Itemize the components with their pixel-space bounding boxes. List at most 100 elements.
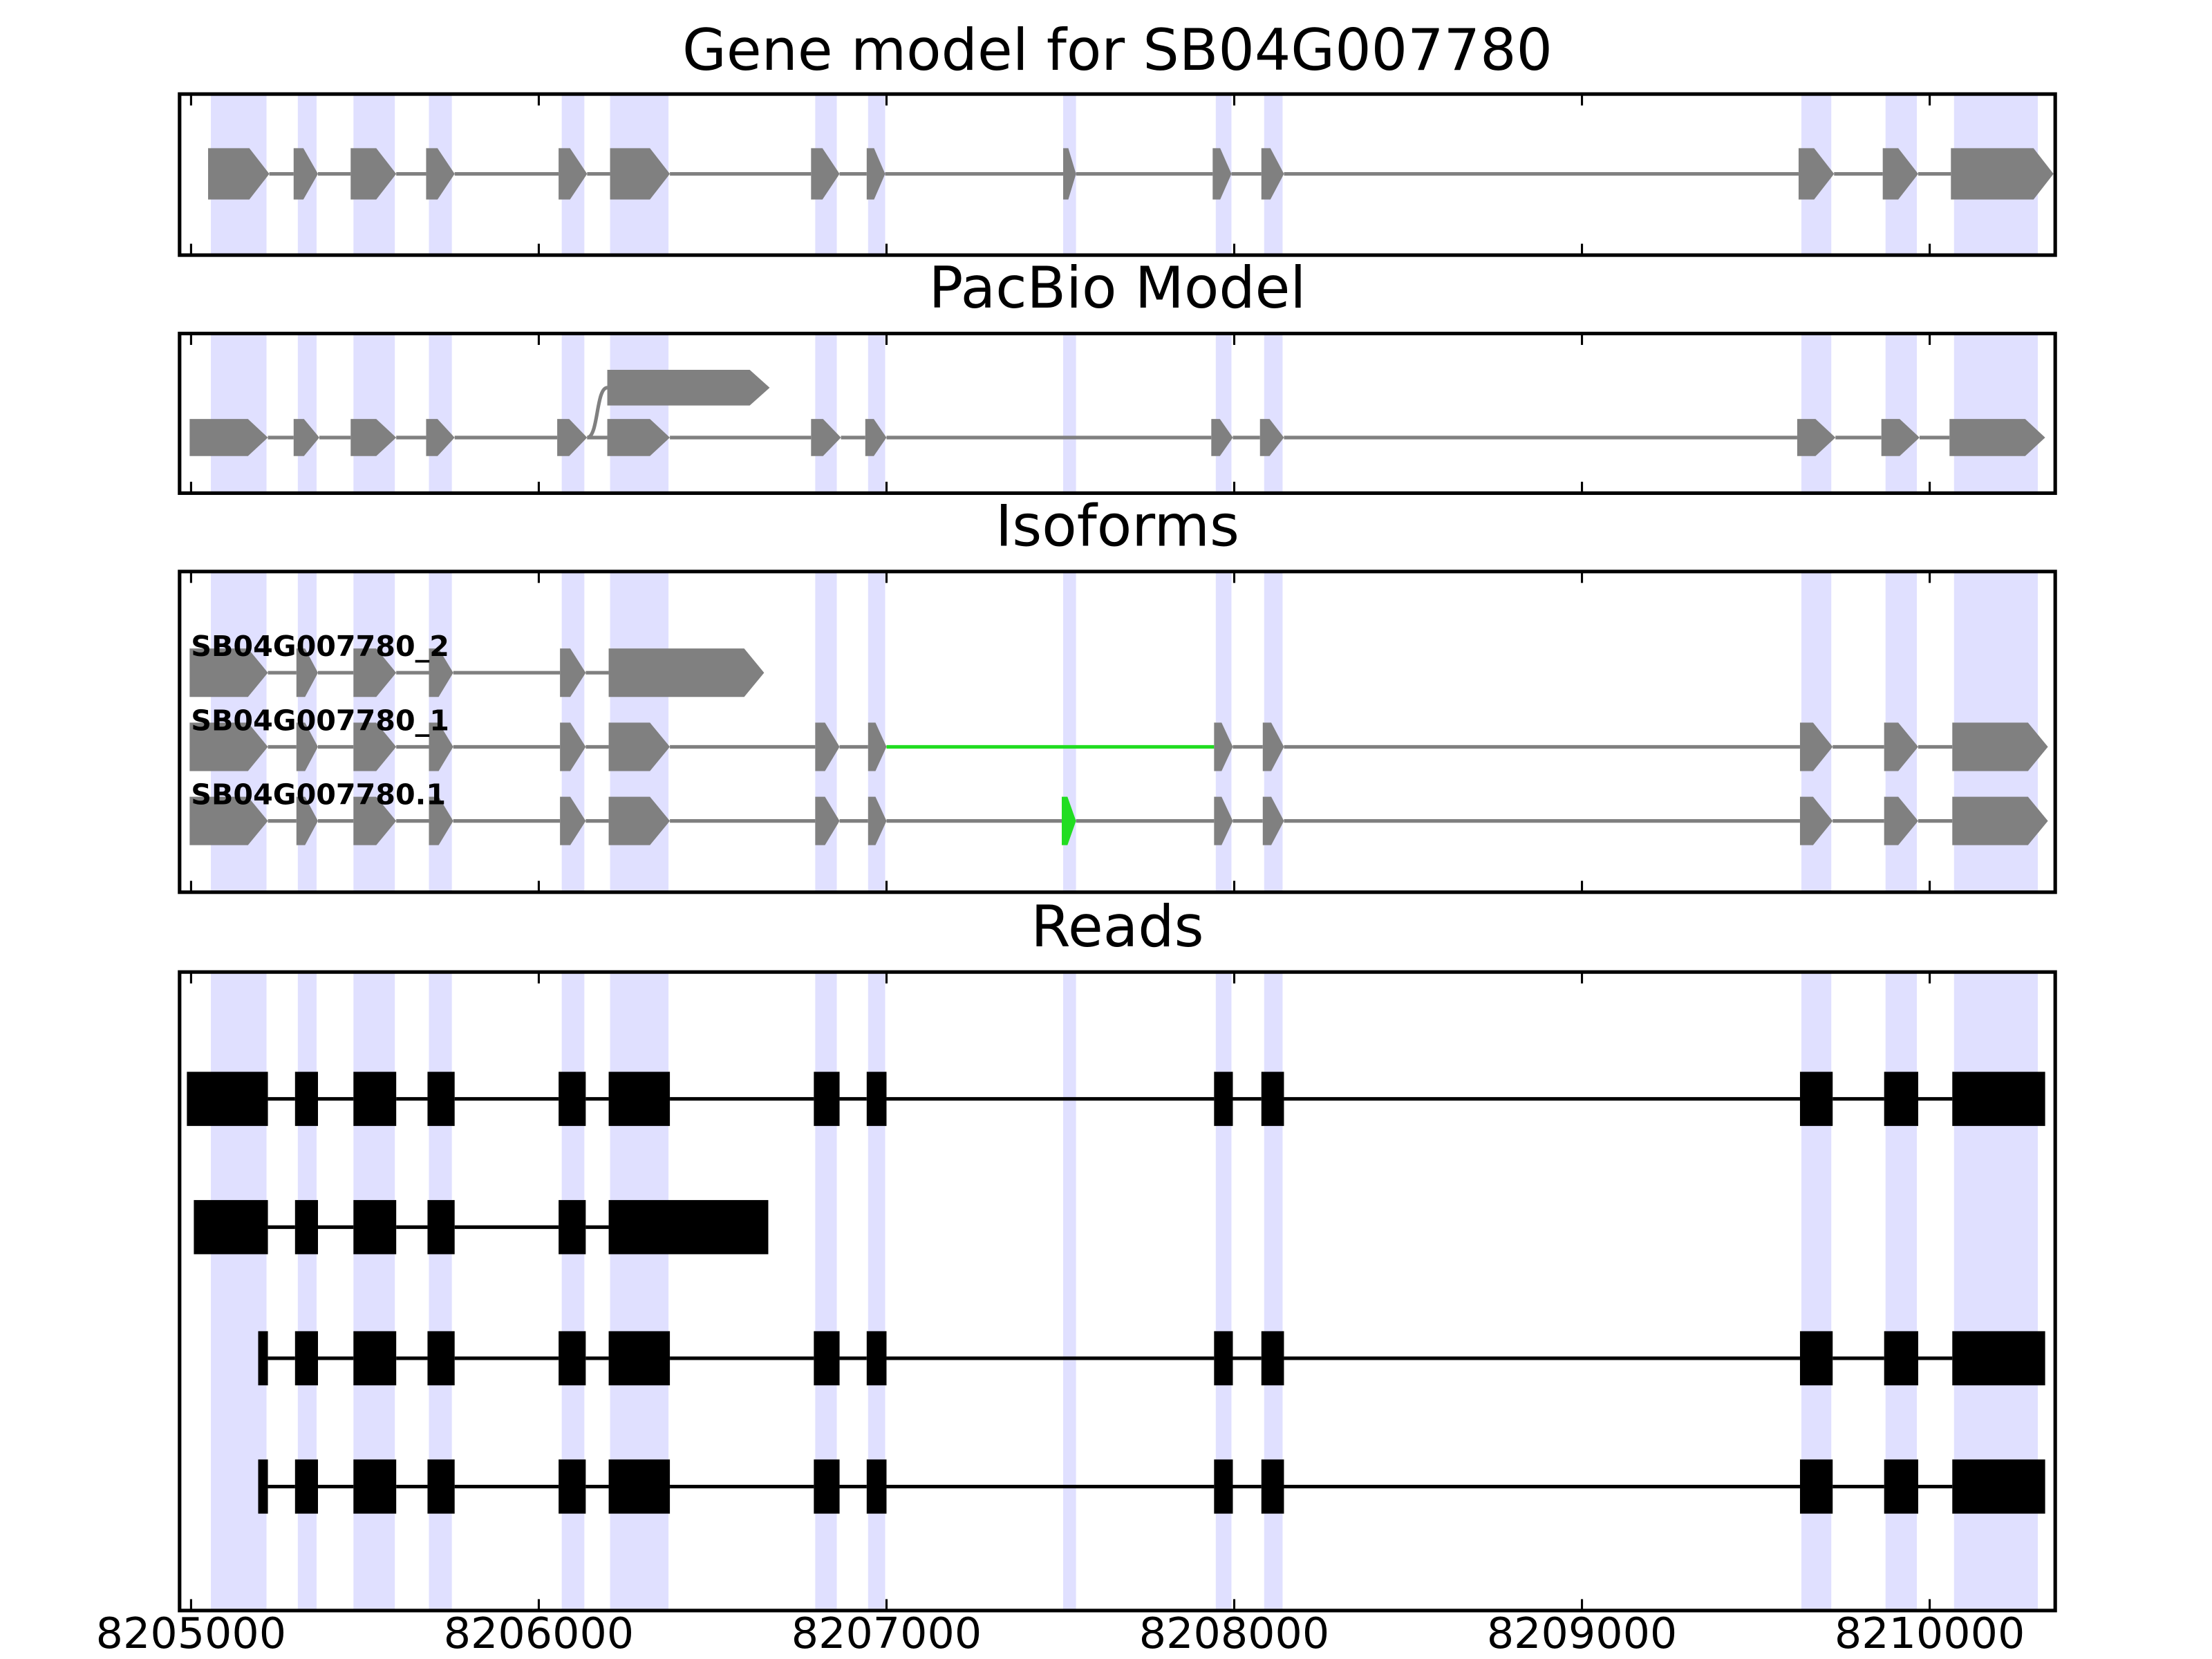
exon: [607, 370, 770, 406]
read-block: [353, 1459, 397, 1514]
read-block: [294, 1331, 319, 1386]
exon: [350, 419, 397, 456]
read-block: [608, 1200, 769, 1255]
read-block: [427, 1071, 455, 1126]
read-block: [608, 1459, 671, 1514]
exon: [1799, 796, 1833, 845]
exon: [1212, 148, 1232, 200]
read-block: [1952, 1071, 2045, 1126]
exon: [1062, 796, 1076, 845]
read-block: [194, 1200, 268, 1255]
exon: [296, 796, 319, 845]
exon: [608, 722, 671, 771]
exon: [607, 419, 671, 456]
panel-frame: [178, 92, 2057, 257]
read-block: [294, 1459, 319, 1514]
exon: [429, 722, 453, 771]
read-block: [258, 1459, 268, 1514]
read-block: [1214, 1459, 1233, 1514]
exon: [811, 148, 840, 200]
highlight: [1063, 333, 1076, 494]
exon: [189, 722, 268, 771]
exon: [1881, 419, 1920, 456]
exon: [560, 796, 586, 845]
read-block: [1799, 1459, 1833, 1514]
read-block: [258, 1331, 268, 1386]
highlight: [211, 333, 267, 494]
exon: [1259, 419, 1284, 456]
highlight: [1801, 333, 1832, 494]
read-block: [353, 1071, 397, 1126]
read-block: [866, 1459, 887, 1514]
highlight: [610, 972, 669, 1611]
exon: [557, 419, 588, 456]
exon: [350, 148, 397, 200]
read-block: [866, 1071, 887, 1126]
highlight: [1215, 972, 1232, 1611]
exon: [1214, 796, 1233, 845]
read-block: [353, 1331, 397, 1386]
read-block: [1261, 1331, 1284, 1386]
exon: [811, 419, 841, 456]
read-block: [1214, 1331, 1233, 1386]
exon: [1952, 796, 2048, 845]
exon: [1949, 419, 2045, 456]
highlight: [561, 972, 585, 1611]
exon: [608, 796, 671, 845]
panel-frame: [178, 970, 2057, 1613]
panel-title: Reads: [1031, 894, 1203, 960]
exon: [559, 148, 588, 200]
read-block: [427, 1200, 455, 1255]
highlight: [353, 972, 395, 1611]
highlight: [1063, 972, 1076, 1611]
exon: [429, 796, 453, 845]
highlight: [868, 972, 885, 1611]
read-block: [1261, 1071, 1284, 1126]
x-tick-label: 8207000: [791, 1609, 982, 1658]
highlight: [1953, 333, 2038, 494]
read-block: [187, 1071, 268, 1126]
exon: [296, 722, 319, 771]
exon: [426, 419, 455, 456]
highlight: [610, 333, 669, 494]
read-block: [559, 1200, 586, 1255]
highlight: [1215, 333, 1232, 494]
read-block: [1884, 1071, 1918, 1126]
read-block: [866, 1331, 887, 1386]
read-block: [294, 1071, 319, 1126]
read-block: [559, 1459, 586, 1514]
exon: [353, 796, 397, 845]
exon: [296, 648, 319, 697]
exon: [1262, 796, 1284, 845]
exon: [1261, 148, 1284, 200]
exon: [1799, 722, 1833, 771]
highlight: [429, 333, 452, 494]
exon: [1951, 148, 2054, 200]
highlight: [1801, 972, 1832, 1611]
exon: [1952, 722, 2048, 771]
exon: [426, 148, 455, 200]
panel-frame: [178, 570, 2057, 894]
isoform-label: SB04G007780_2: [191, 630, 449, 663]
exon: [1884, 722, 1918, 771]
exon: [865, 419, 887, 456]
read-block: [1884, 1459, 1918, 1514]
chart-title: Gene model for SB04G007780: [682, 17, 1553, 84]
read-block: [814, 1459, 840, 1514]
exon: [1798, 148, 1835, 200]
exon: [1884, 796, 1918, 845]
highlight: [815, 333, 837, 494]
x-tick-label: 8205000: [96, 1609, 286, 1658]
highlight: [211, 972, 267, 1611]
read-block: [1884, 1331, 1918, 1386]
x-tick-label: 8206000: [444, 1609, 634, 1658]
exon: [1797, 419, 1836, 456]
read-block: [427, 1331, 455, 1386]
isoform-label: SB04G007780.1: [191, 778, 446, 812]
panel-title: PacBio Model: [929, 255, 1306, 321]
highlight: [815, 972, 837, 1611]
exon: [189, 648, 268, 697]
x-tick-label: 8210000: [1835, 1609, 2025, 1658]
highlight: [297, 333, 317, 494]
